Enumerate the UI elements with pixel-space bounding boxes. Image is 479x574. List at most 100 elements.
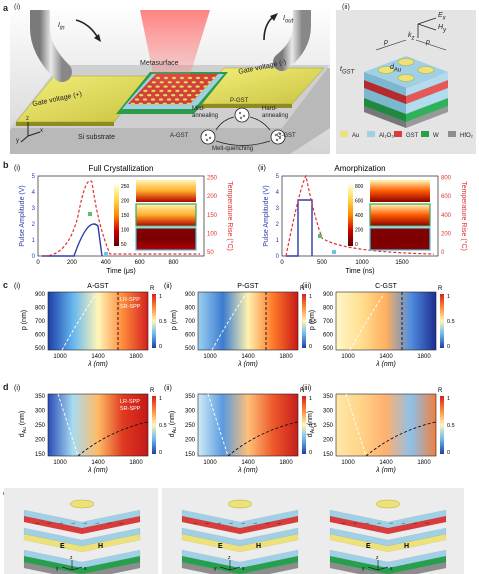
y-tick: 200 bbox=[323, 438, 334, 444]
colorbar bbox=[152, 396, 156, 454]
x-tick: 600 bbox=[135, 260, 146, 266]
nanodisk bbox=[170, 102, 176, 106]
map-title: A-GST bbox=[87, 283, 109, 290]
legend-swatch bbox=[394, 131, 402, 137]
y-tick-left: 2 bbox=[32, 222, 36, 228]
colorbar-tick: 800 bbox=[355, 184, 364, 190]
field-arrow: → bbox=[376, 520, 382, 526]
x-tick: 1800 bbox=[417, 354, 431, 360]
nanodisk bbox=[195, 85, 200, 88]
e-field-label: E bbox=[218, 543, 223, 550]
x-tick: 1800 bbox=[279, 354, 293, 360]
nanodisk bbox=[183, 89, 188, 93]
axis-z: z bbox=[376, 555, 379, 561]
axis-y: y bbox=[214, 566, 217, 572]
colorbar-title: R bbox=[150, 286, 155, 292]
nanodisk bbox=[199, 89, 204, 93]
device-illustration bbox=[10, 10, 330, 154]
colorbar-tick: 150 bbox=[121, 213, 130, 219]
nanodisk bbox=[69, 499, 95, 509]
nanodisk bbox=[171, 85, 176, 88]
temperature-map bbox=[369, 203, 431, 227]
y-tick: 900 bbox=[323, 292, 334, 298]
colorbar bbox=[348, 184, 353, 246]
cycle-melt: Melt-quenching bbox=[212, 146, 254, 152]
y-axis-label: dAu (nm) bbox=[169, 411, 178, 437]
x-tick: 800 bbox=[169, 260, 180, 266]
axis-line bbox=[219, 566, 231, 571]
colorbar bbox=[440, 294, 444, 348]
field-arrow: → bbox=[276, 520, 282, 526]
nanodisk bbox=[186, 102, 192, 106]
reflectance-map bbox=[335, 393, 437, 457]
stack-layer bbox=[329, 561, 447, 574]
legend-label: Al₂O₃ bbox=[379, 133, 394, 139]
nanodisk bbox=[167, 80, 173, 84]
marker bbox=[318, 234, 322, 238]
temperature-map bbox=[136, 180, 196, 202]
period-label-1: p bbox=[384, 39, 388, 46]
colorbar-tick: 200 bbox=[121, 199, 130, 205]
y-tick-left: 0 bbox=[32, 254, 36, 260]
stack-layer bbox=[329, 549, 447, 569]
y-tick: 300 bbox=[35, 409, 46, 415]
stack-layer bbox=[181, 561, 299, 574]
map-sub: (i) bbox=[14, 283, 20, 290]
y-tick: 200 bbox=[185, 438, 196, 444]
x-tick: 1400 bbox=[241, 354, 255, 360]
colorbar bbox=[152, 294, 156, 348]
nanodisk bbox=[134, 98, 140, 101]
y-tick: 700 bbox=[35, 319, 46, 325]
nanodisk bbox=[175, 80, 181, 84]
field-arrow: → bbox=[94, 520, 100, 526]
field-arrow: → bbox=[412, 520, 418, 526]
x-axis-label: λ (nm) bbox=[375, 361, 396, 368]
colorbar bbox=[440, 396, 444, 454]
colorbar-tick: 0.5 bbox=[309, 423, 317, 429]
nanodisk bbox=[154, 93, 160, 97]
nanodisk bbox=[178, 93, 184, 97]
sr-spp-line bbox=[61, 293, 97, 351]
temperature-map bbox=[135, 203, 197, 227]
y-tick-right: 200 bbox=[207, 194, 218, 200]
reflectance-map bbox=[47, 291, 149, 351]
nanodisk bbox=[191, 80, 197, 84]
y-tick: 150 bbox=[323, 452, 334, 458]
colorbar-tick: 0 bbox=[447, 344, 450, 350]
y-axis-label-left: Pulse Amplitude (V) bbox=[19, 185, 26, 246]
y-tick: 500 bbox=[323, 346, 334, 352]
tgst-label: tGST bbox=[340, 66, 355, 76]
reflectance-map bbox=[197, 291, 299, 351]
legend-swatch bbox=[448, 131, 456, 137]
temperature-curve bbox=[285, 174, 435, 257]
field-arrow: → bbox=[400, 520, 406, 526]
temperature-curve bbox=[43, 180, 200, 257]
nanodisk bbox=[155, 76, 161, 80]
y-tick: 800 bbox=[185, 306, 196, 312]
y-tick-left: 3 bbox=[276, 206, 280, 212]
field-arrow: → bbox=[424, 520, 430, 526]
nanodisk bbox=[142, 98, 148, 101]
marker bbox=[88, 212, 92, 216]
y-tick: 200 bbox=[35, 438, 46, 444]
cycle-mild: Mild- annealing bbox=[192, 106, 219, 119]
y-tick: 900 bbox=[35, 292, 46, 298]
colorbar-tick: 0 bbox=[309, 450, 312, 456]
y-tick-left: 1 bbox=[32, 238, 36, 244]
colorbar-title: R bbox=[438, 388, 443, 394]
y-tick-right: 50 bbox=[207, 250, 214, 256]
nanodisk bbox=[203, 85, 208, 88]
dau-label: dAu bbox=[390, 64, 402, 74]
nanodisk bbox=[163, 76, 169, 80]
y-tick: 350 bbox=[323, 394, 334, 400]
nanodisk bbox=[175, 89, 180, 93]
stack-layer bbox=[329, 509, 447, 529]
field-arrow: → bbox=[264, 520, 270, 526]
x-tick: 1800 bbox=[279, 460, 293, 466]
nanodisk bbox=[130, 102, 136, 106]
axis-line bbox=[229, 566, 241, 571]
nanodisk bbox=[187, 76, 193, 80]
x-axis-label: Time (ns) bbox=[345, 268, 374, 275]
h-field-label: H bbox=[404, 543, 409, 550]
